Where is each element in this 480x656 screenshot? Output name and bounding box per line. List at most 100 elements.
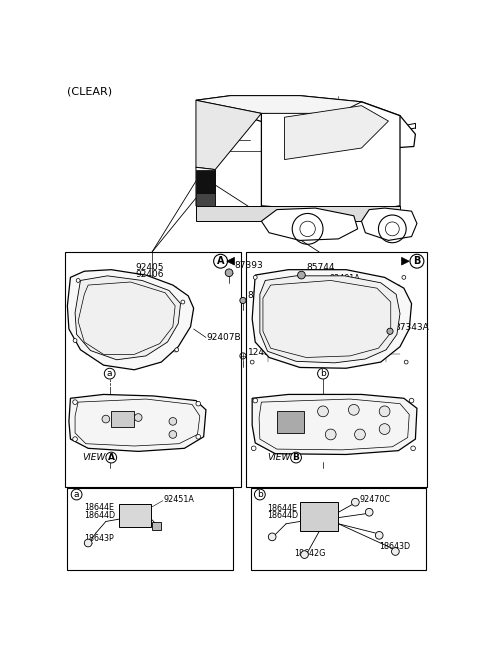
Circle shape [196,401,201,406]
Polygon shape [196,193,215,206]
Bar [111,411,134,427]
Text: 92451A: 92451A [164,495,194,504]
Text: 18644E: 18644E [267,504,298,513]
Circle shape [73,338,77,342]
Text: 87393: 87393 [234,260,263,270]
Text: 92401A: 92401A [329,274,360,283]
Circle shape [268,533,276,541]
Polygon shape [196,100,262,170]
Bar [119,504,151,527]
Text: VIEW: VIEW [267,453,291,462]
Text: 87343A: 87343A [395,323,429,332]
Polygon shape [252,394,417,455]
Circle shape [298,271,305,279]
Circle shape [73,400,77,405]
Circle shape [355,429,365,440]
Text: B: B [413,256,420,266]
Circle shape [402,276,406,279]
Circle shape [254,489,265,500]
Bar [67,488,233,570]
Circle shape [379,424,390,434]
Circle shape [318,368,328,379]
Circle shape [253,276,257,279]
Circle shape [71,489,82,500]
Circle shape [225,269,233,277]
Circle shape [411,446,415,451]
Circle shape [106,452,117,463]
Circle shape [76,279,80,282]
Text: 92470C: 92470C [360,495,391,504]
Text: 1249BD: 1249BD [248,348,283,357]
Circle shape [175,348,179,352]
Circle shape [291,452,301,463]
Polygon shape [402,257,409,265]
Bar [277,411,304,433]
Text: b: b [320,369,326,378]
Text: 92407B: 92407B [206,333,240,342]
Text: a: a [107,369,112,378]
Text: 18644D: 18644D [84,511,115,520]
Circle shape [134,414,142,421]
Text: 18644E: 18644E [84,503,114,512]
Polygon shape [196,170,215,193]
Polygon shape [262,102,400,213]
Polygon shape [196,96,415,148]
Text: 85744: 85744 [306,263,335,272]
Text: 87259A: 87259A [248,291,282,300]
Circle shape [73,437,77,441]
Polygon shape [196,167,215,206]
Circle shape [325,429,336,440]
Circle shape [318,406,328,417]
Circle shape [409,398,414,403]
Text: 18643P: 18643P [84,534,114,543]
Circle shape [104,368,115,379]
Circle shape [252,446,256,451]
Circle shape [169,417,177,425]
Polygon shape [252,270,411,368]
Circle shape [375,531,383,539]
Circle shape [348,405,359,415]
Circle shape [84,539,92,547]
Text: 18643D: 18643D [379,543,410,552]
Circle shape [181,300,185,304]
Circle shape [253,398,258,403]
Polygon shape [75,276,180,359]
Bar [251,488,426,570]
Circle shape [410,255,424,268]
Text: 92405: 92405 [135,263,164,272]
Bar [300,502,338,531]
Circle shape [102,415,110,423]
Text: A: A [217,256,224,266]
Text: 92402A: 92402A [329,281,360,289]
Polygon shape [69,394,206,451]
Circle shape [379,406,390,417]
Text: 18644D: 18644D [267,511,299,520]
Polygon shape [285,106,388,159]
Polygon shape [227,257,234,265]
Circle shape [365,508,373,516]
Text: VIEW: VIEW [83,453,106,462]
Text: A: A [108,453,115,462]
Circle shape [351,499,359,506]
Bar [65,252,240,487]
Text: a: a [74,490,79,499]
Bar [152,522,161,530]
Text: b: b [257,490,263,499]
Polygon shape [262,208,358,240]
Circle shape [250,360,254,364]
Text: 92406: 92406 [135,270,164,279]
Text: (CLEAR): (CLEAR) [67,87,112,96]
Polygon shape [67,270,193,370]
Circle shape [240,297,246,304]
Circle shape [300,551,308,558]
Circle shape [196,434,201,439]
Polygon shape [260,276,400,363]
Text: 18642G: 18642G [294,549,325,558]
Circle shape [404,360,408,364]
Polygon shape [196,96,361,113]
Circle shape [387,328,393,335]
Polygon shape [196,206,400,221]
Bar [246,252,427,487]
Polygon shape [361,208,417,240]
Circle shape [392,548,399,556]
